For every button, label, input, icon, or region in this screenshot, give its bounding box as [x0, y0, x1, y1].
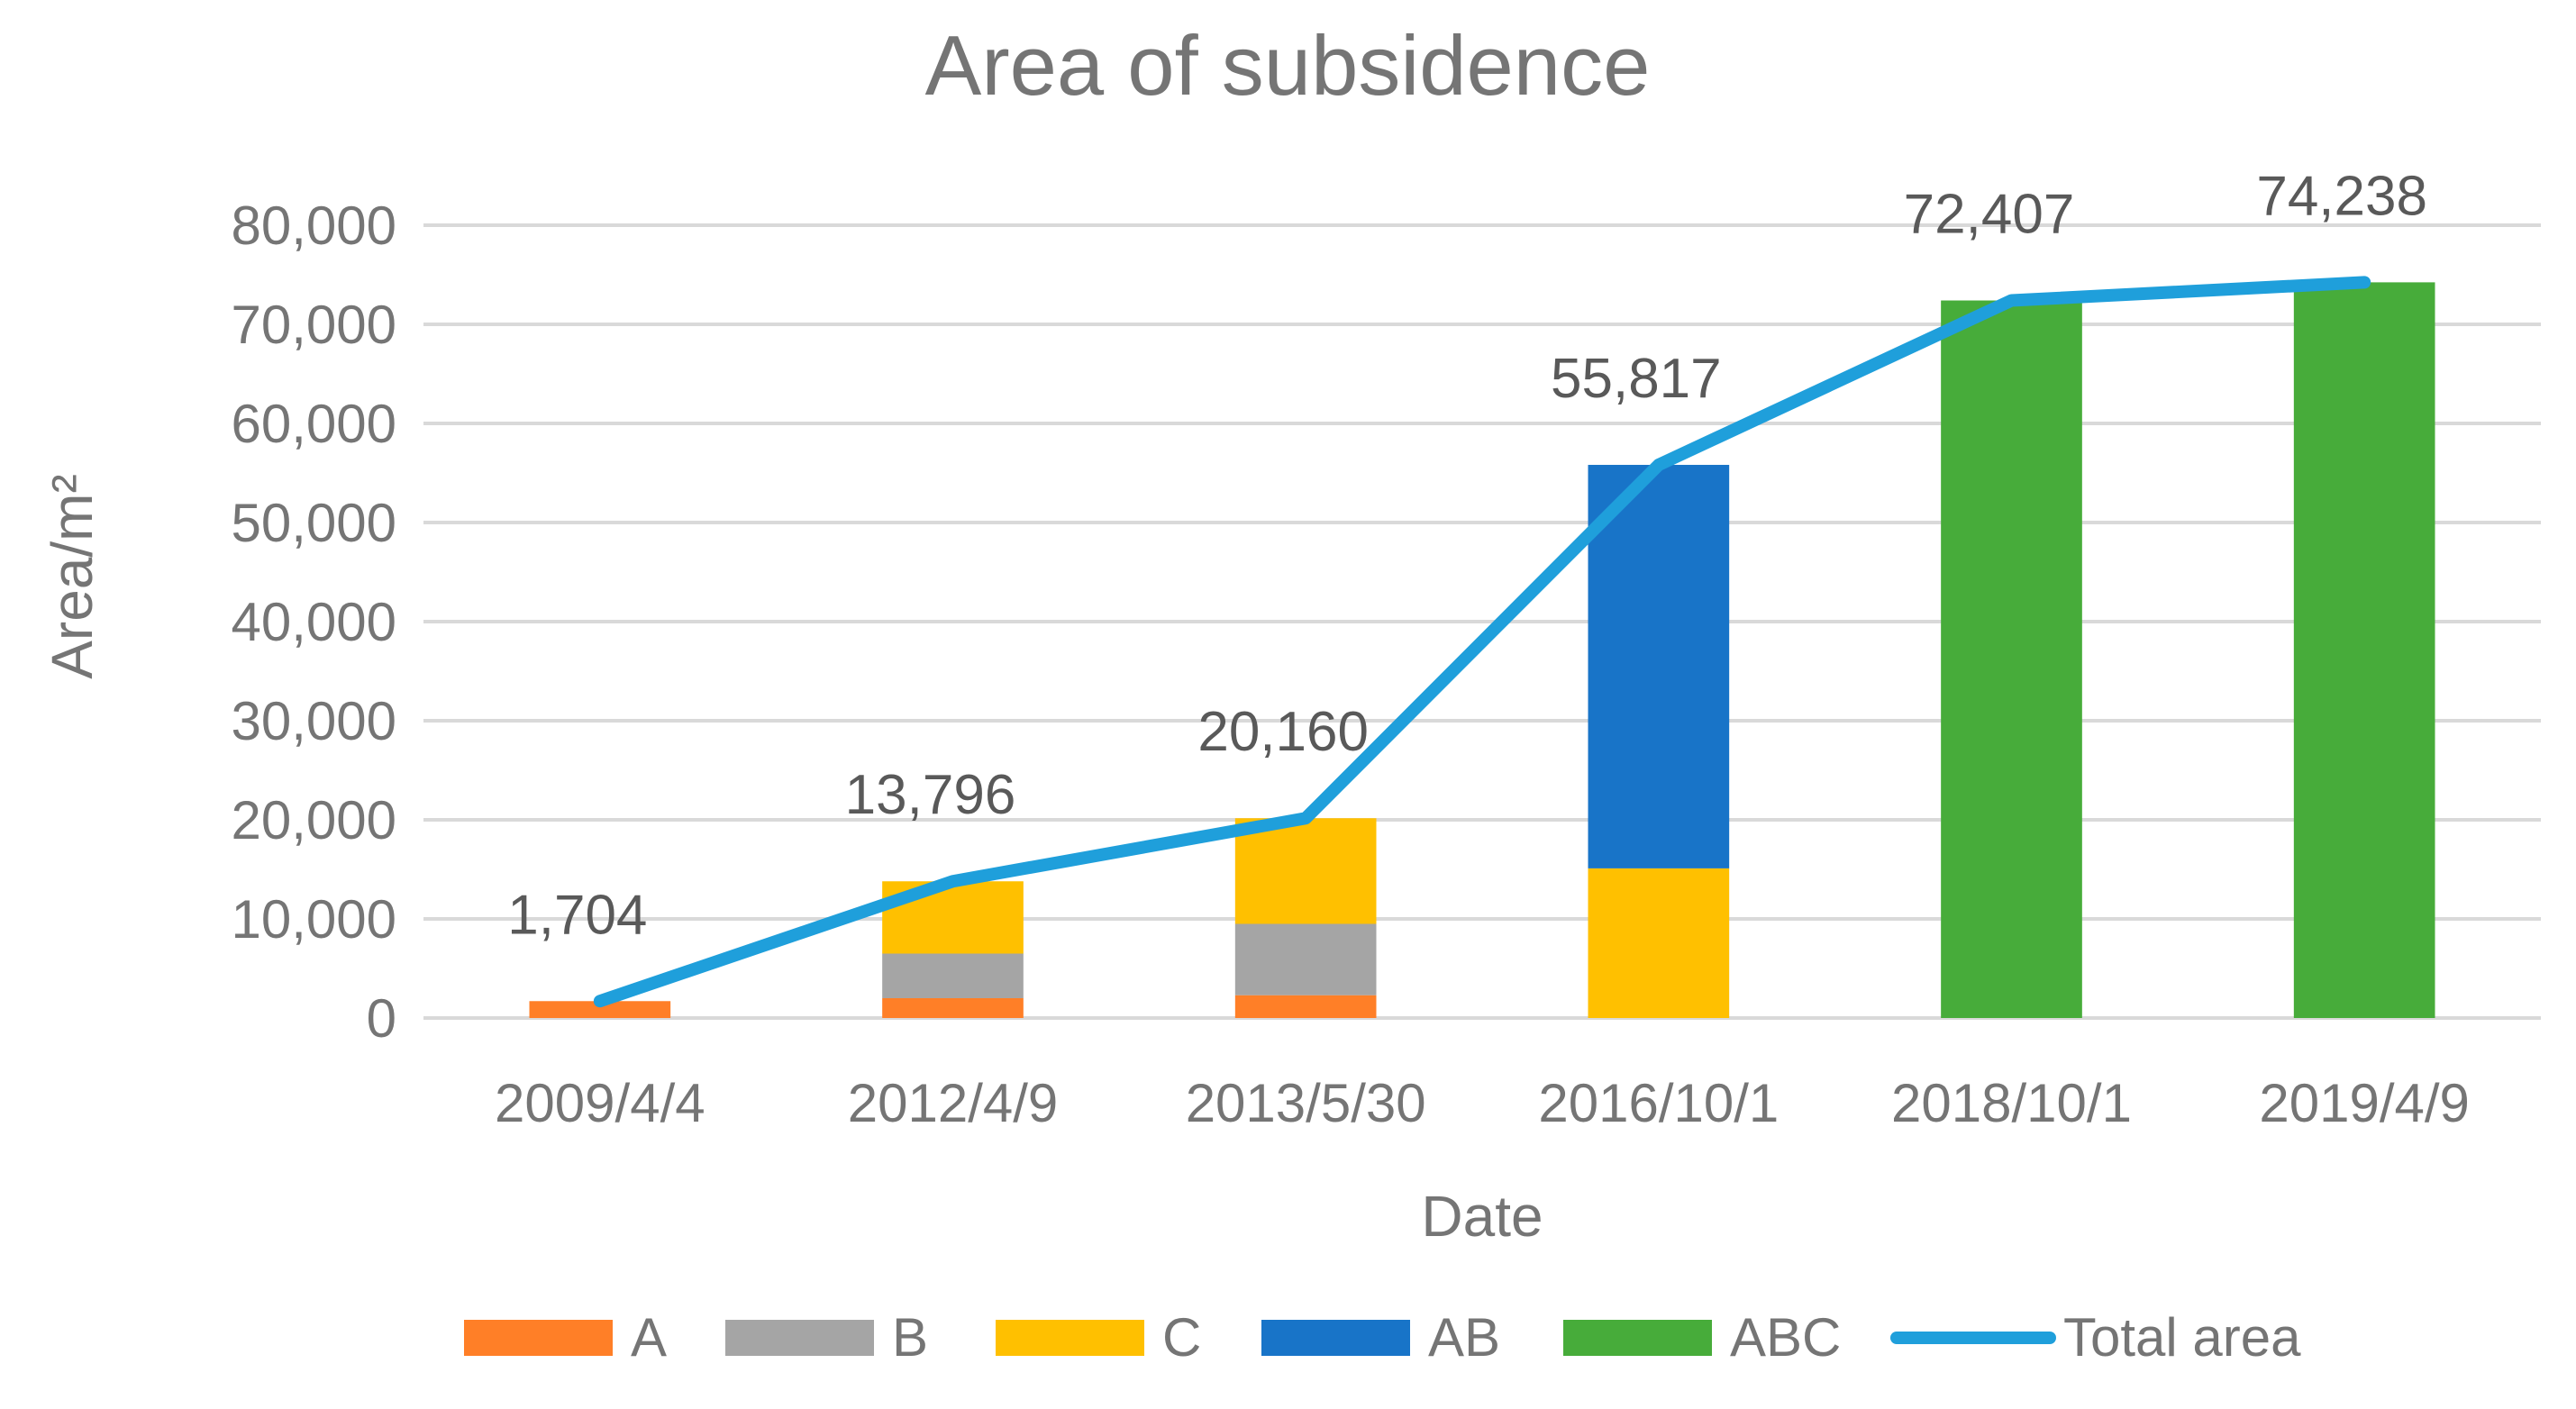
- y-tick-label: 10,000: [231, 889, 396, 950]
- data-label: 13,796: [845, 764, 1016, 826]
- bar-ab-2016-10-1: [1588, 465, 1730, 868]
- bar-a-2013-5-30: [1234, 995, 1377, 1018]
- legend-label: AB: [1428, 1307, 1500, 1368]
- legend-label: ABC: [1730, 1307, 1841, 1368]
- legend: A B C AB ABC Total area: [464, 1307, 2301, 1368]
- x-axis-title: Date: [1421, 1184, 1543, 1249]
- bar-b-2012-4-9: [882, 953, 1024, 998]
- legend-label: A: [631, 1307, 667, 1368]
- data-labels: 1,704 13,796 20,160 55,817 72,407 74,238: [507, 165, 2427, 946]
- y-axis-ticks: 0 10,000 20,000 30,000 40,000 50,000 60,000 70,…: [231, 195, 396, 1049]
- gridlines: [423, 223, 2541, 1020]
- bar-a-2012-4-9: [882, 998, 1024, 1018]
- x-tick-label: 2013/5/30: [1186, 1073, 1426, 1133]
- y-tick-label: 20,000: [231, 790, 396, 850]
- y-tick-label: 60,000: [231, 394, 396, 454]
- x-tick-label: 2009/4/4: [495, 1073, 705, 1133]
- legend-label: C: [1162, 1307, 1201, 1368]
- x-tick-label: 2016/10/1: [1538, 1073, 1779, 1133]
- bar-abc-2019-4-9: [2293, 282, 2435, 1019]
- data-label: 1,704: [507, 884, 647, 946]
- y-tick-label: 0: [367, 988, 396, 1049]
- chart-title: Area of subsidence: [925, 18, 1651, 113]
- y-tick-label: 50,000: [231, 493, 396, 553]
- x-axis-ticks: 2009/4/4 2012/4/9 2013/5/30 2016/10/1 2018/1…: [495, 1073, 2470, 1133]
- total-area-line: [593, 276, 2371, 1008]
- legend-swatch-ab: [1261, 1320, 1410, 1356]
- bar-b-2013-5-30: [1234, 923, 1377, 995]
- x-tick-label: 2012/4/9: [848, 1073, 1059, 1133]
- bar-c-2013-5-30: [1234, 818, 1377, 924]
- y-tick-label: 70,000: [231, 295, 396, 355]
- y-tick-label: 80,000: [231, 195, 396, 256]
- legend-swatch-a: [464, 1320, 613, 1356]
- legend-swatch-abc: [1563, 1320, 1712, 1356]
- y-axis-title: Area/m²: [40, 474, 105, 679]
- y-tick-label: 30,000: [231, 691, 396, 751]
- bar-a-2009-4-4: [529, 1001, 671, 1018]
- bars: [529, 282, 2435, 1019]
- y-tick-label: 40,000: [231, 592, 396, 652]
- data-label: 20,160: [1197, 701, 1369, 763]
- x-tick-label: 2018/10/1: [1891, 1073, 2132, 1133]
- legend-swatch-c: [996, 1320, 1144, 1356]
- legend-label: B: [892, 1307, 928, 1368]
- bar-abc-2018-10-1: [1941, 300, 2082, 1018]
- legend-swatch-b: [725, 1320, 874, 1356]
- data-label: 55,817: [1551, 348, 1722, 410]
- data-label: 74,238: [2256, 165, 2427, 227]
- data-label: 72,407: [1904, 184, 2075, 246]
- total-area-line-group: [593, 276, 2371, 1008]
- legend-label: Total area: [2063, 1307, 2301, 1368]
- x-tick-label: 2019/4/9: [2259, 1073, 2470, 1133]
- bar-c-2016-10-1: [1588, 868, 1730, 1018]
